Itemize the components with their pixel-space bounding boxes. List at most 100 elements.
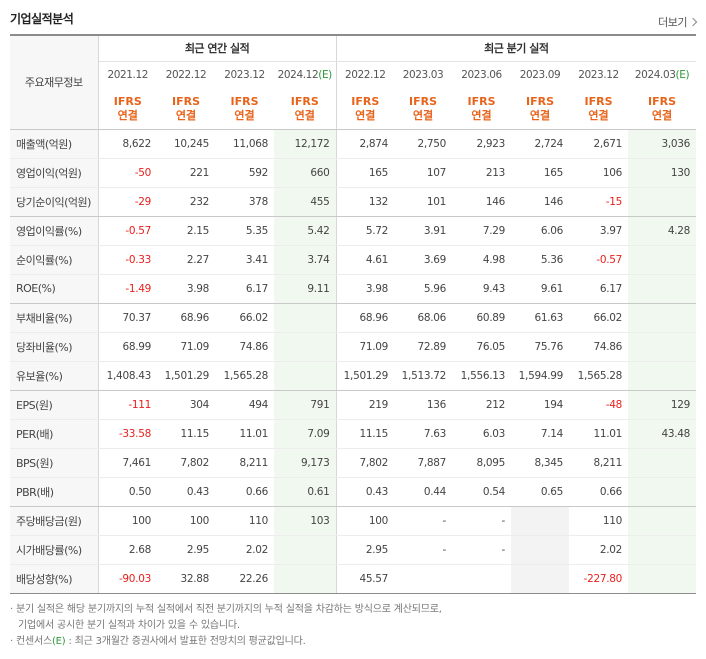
table-cell: 455 xyxy=(274,187,337,217)
ifrs-label: IFRS xyxy=(526,94,555,108)
table-cell: 194 xyxy=(511,390,570,420)
table-cell: 2.95 xyxy=(336,535,395,565)
chevron-right-icon xyxy=(688,17,698,27)
table-cell: 3,036 xyxy=(628,129,697,159)
table-cell: 7.29 xyxy=(452,216,512,246)
table-cell: 110 xyxy=(215,506,274,536)
table-cell: 110 xyxy=(569,506,629,536)
table-row: 시가배당률(%) 2.68 2.95 2.02 2.95- -2.02 xyxy=(10,535,697,565)
table-cell: 12,172 xyxy=(274,129,337,159)
table-cell: 11.01 xyxy=(569,419,629,449)
ifrs-label: IFRS xyxy=(584,94,613,108)
row-label: 당좌비율(%) xyxy=(10,332,99,362)
table-cell: -29 xyxy=(98,187,157,217)
table-cell: 2.68 xyxy=(98,535,157,565)
table-cell xyxy=(628,506,697,536)
table-cell: 146 xyxy=(452,187,512,217)
table-cell: 7.14 xyxy=(511,419,570,449)
table-cell xyxy=(511,564,570,594)
table-cell: 11.15 xyxy=(157,419,215,449)
table-cell: 165 xyxy=(511,158,570,188)
footnote-prefix: · 컨센서스 xyxy=(10,636,52,647)
table-row: 유보율(%) 1,408.43 1,501.29 1,565.28 1,501.29 1,… xyxy=(10,361,697,391)
table-cell xyxy=(452,564,512,594)
period-header: 2024.03(E) xyxy=(628,61,696,89)
table-cell: 1,565.28 xyxy=(569,361,629,391)
table-cell: - xyxy=(452,535,512,565)
table-row: 배당성향(%) -90.03 32.88 22.26 45.57 -227.80 xyxy=(10,564,697,594)
table-cell xyxy=(511,506,570,536)
more-label: 더보기 xyxy=(658,16,687,29)
table-cell: 2,724 xyxy=(511,129,570,159)
table-cell: 71.09 xyxy=(336,332,395,362)
table-cell: 2,671 xyxy=(569,129,629,159)
table-cell xyxy=(628,361,697,391)
section-header: 기업실적분석 더보기 xyxy=(10,8,698,30)
table-cell: 4.98 xyxy=(452,245,512,275)
table-cell: 1,513.72 xyxy=(394,361,453,391)
table-cell: 75.76 xyxy=(511,332,570,362)
table-cell: 0.43 xyxy=(157,477,215,507)
table-cell: 6.06 xyxy=(511,216,570,246)
table-cell: 592 xyxy=(215,158,274,188)
table-cell: 7,802 xyxy=(336,448,395,478)
table-cell: -90.03 xyxy=(98,564,157,594)
consolidated-label: 연결 xyxy=(412,108,434,122)
table-cell: 11.01 xyxy=(215,419,274,449)
table-cell: 136 xyxy=(394,390,453,420)
row-label: 배당성향(%) xyxy=(10,564,99,594)
row-label: 유보율(%) xyxy=(10,361,99,391)
consolidated-label: 연결 xyxy=(651,108,673,122)
table-cell: -33.58 xyxy=(98,419,157,449)
ifrs-label: IFRS xyxy=(409,94,438,108)
table-cell xyxy=(274,303,337,333)
table-cell xyxy=(628,477,697,507)
table-cell: 1,594.99 xyxy=(511,361,570,391)
table-cell: 100 xyxy=(157,506,215,536)
estimate-mark: (E) xyxy=(318,69,332,82)
table-cell: -227.80 xyxy=(569,564,629,594)
consolidated-label: 연결 xyxy=(588,108,609,122)
row-label: 시가배당률(%) xyxy=(10,535,99,565)
ifrs-header: IFRS 연결 xyxy=(274,89,337,130)
table-cell: 9,173 xyxy=(274,448,337,478)
table-cell: 1,501.29 xyxy=(157,361,215,391)
annual-group-label: 최근 연간 실적 xyxy=(98,34,337,62)
row-label: PER(배) xyxy=(10,419,99,449)
table-cell: 7.09 xyxy=(274,419,337,449)
table-cell xyxy=(628,274,697,304)
period-header: 2023.06 xyxy=(461,69,502,82)
table-cell: 68.06 xyxy=(394,303,453,333)
table-cell: -1.49 xyxy=(98,274,157,304)
table-cell: 61.63 xyxy=(511,303,570,333)
table-cell xyxy=(628,564,697,594)
ifrs-header: IFRS 연결 xyxy=(215,89,274,130)
table-row: 당기순이익(억원) -29 232 378 455 132 101 146 146 -15 xyxy=(10,187,697,217)
table-cell xyxy=(274,332,337,362)
table-cell: 76.05 xyxy=(452,332,512,362)
table-cell: 3.97 xyxy=(569,216,629,246)
row-label: 영업이익률(%) xyxy=(10,216,99,246)
ifrs-header: IFRS 연결 xyxy=(628,89,697,130)
table-cell: 791 xyxy=(274,390,337,420)
table-cell: 66.02 xyxy=(569,303,629,333)
table-cell: 1,501.29 xyxy=(336,361,395,391)
more-link[interactable]: 더보기 xyxy=(658,14,698,30)
table-cell: 5.42 xyxy=(274,216,337,246)
table-cell: 0.66 xyxy=(215,477,274,507)
table-cell: 8,622 xyxy=(98,129,157,159)
consolidated-label: 연결 xyxy=(529,108,551,122)
table-cell: 0.66 xyxy=(569,477,629,507)
table-cell xyxy=(511,535,570,565)
table-cell xyxy=(628,187,697,217)
table-cell: 2.15 xyxy=(157,216,215,246)
table-cell: 7.63 xyxy=(394,419,453,449)
table-cell: 130 xyxy=(628,158,697,188)
table-cell: 4.61 xyxy=(336,245,395,275)
ifrs-header: IFRS 연결 xyxy=(336,89,395,130)
table-cell: 0.54 xyxy=(452,477,512,507)
ifrs-header: IFRS 연결 xyxy=(569,89,629,130)
table-cell: 5.36 xyxy=(511,245,570,275)
ifrs-label: IFRS xyxy=(230,94,259,108)
table-cell: -15 xyxy=(569,187,629,217)
